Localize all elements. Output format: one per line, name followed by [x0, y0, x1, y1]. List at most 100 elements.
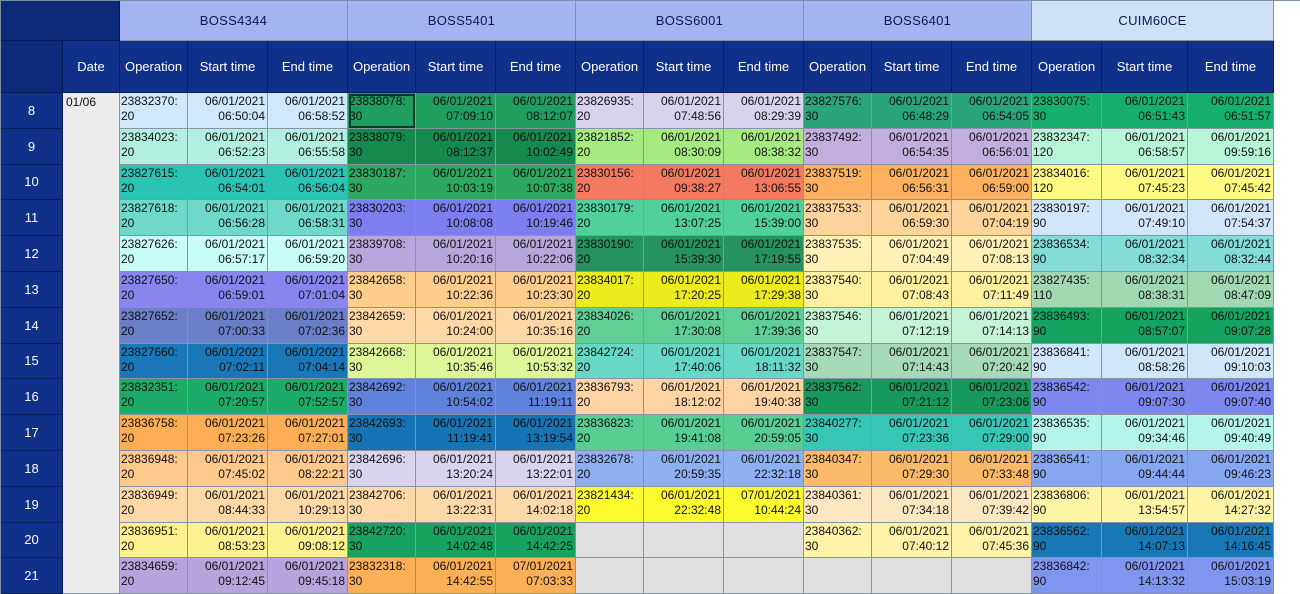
operation-column-header[interactable]: Operation — [1032, 41, 1102, 93]
end-time-cell[interactable]: 06/01/2021 14:42:25 — [496, 522, 576, 559]
end-time-cell[interactable]: 06/01/2021 10:02:49 — [496, 128, 576, 165]
start-time-cell[interactable]: 06/01/2021 18:12:02 — [644, 379, 724, 416]
end-time-cell[interactable]: 06/01/2021 07:20:42 — [952, 343, 1032, 380]
start-time-cell[interactable]: 06/01/2021 08:57:07 — [1102, 307, 1188, 344]
operation-cell[interactable]: 23830190: 20 — [576, 236, 644, 272]
hour-row-header[interactable]: 13 — [1, 271, 63, 308]
operation-cell[interactable]: 23842692: 30 — [348, 379, 416, 416]
end-time-cell[interactable]: 06/01/2021 10:29:13 — [268, 486, 348, 523]
operation-cell[interactable]: 23836806: 90 — [1032, 486, 1102, 523]
start-time-cell[interactable]: 06/01/2021 14:07:13 — [1102, 522, 1188, 559]
end-time-cell[interactable]: 06/01/2021 08:38:32 — [724, 128, 804, 165]
operation-cell[interactable]: 23838078: 30 — [348, 93, 416, 129]
end-time-cell[interactable]: 06/01/2021 09:46:23 — [1188, 450, 1274, 487]
end-time-cell[interactable]: 06/01/2021 10:23:30 — [496, 271, 576, 308]
start-time-cell[interactable]: 06/01/2021 08:12:37 — [416, 128, 496, 165]
end-time-cell[interactable]: 06/01/2021 07:27:01 — [268, 415, 348, 451]
hour-row-header[interactable]: 14 — [1, 307, 63, 344]
start-time-column-header[interactable]: Start time — [416, 41, 496, 93]
operation-cell[interactable]: 23834017: 20 — [576, 271, 644, 308]
empty-cell[interactable] — [872, 558, 952, 594]
operation-cell[interactable]: 23842706: 30 — [348, 486, 416, 523]
start-time-column-header[interactable]: Start time — [188, 41, 268, 93]
start-time-cell[interactable]: 06/01/2021 07:20:57 — [188, 379, 268, 416]
operation-cell[interactable]: 23842696: 30 — [348, 450, 416, 487]
date-column-header[interactable]: Date — [63, 41, 120, 93]
end-time-cell[interactable]: 06/01/2021 10:35:16 — [496, 307, 576, 344]
start-time-cell[interactable]: 06/01/2021 07:40:12 — [872, 522, 952, 559]
start-time-cell[interactable]: 06/01/2021 07:23:36 — [872, 415, 952, 451]
end-time-cell[interactable]: 06/01/2021 09:59:16 — [1188, 128, 1274, 165]
operation-cell[interactable]: 23842659: 30 — [348, 307, 416, 344]
end-time-cell[interactable]: 06/01/2021 09:07:40 — [1188, 379, 1274, 416]
end-time-cell[interactable]: 06/01/2021 07:14:13 — [952, 307, 1032, 344]
end-time-cell[interactable]: 06/01/2021 20:59:05 — [724, 415, 804, 451]
end-time-column-header[interactable]: End time — [724, 41, 804, 93]
end-time-cell[interactable]: 07/01/2021 10:44:24 — [724, 486, 804, 523]
start-time-cell[interactable]: 06/01/2021 17:20:25 — [644, 271, 724, 308]
start-time-cell[interactable]: 06/01/2021 07:04:49 — [872, 236, 952, 272]
end-time-cell[interactable]: 06/01/2021 07:54:37 — [1188, 200, 1274, 237]
operation-cell[interactable]: 23830156: 20 — [576, 164, 644, 201]
hour-row-header[interactable]: 16 — [1, 379, 63, 416]
end-time-cell[interactable]: 06/01/2021 14:02:18 — [496, 486, 576, 523]
operation-cell[interactable]: 23837492: 30 — [804, 128, 872, 165]
start-time-cell[interactable]: 06/01/2021 10:35:46 — [416, 343, 496, 380]
start-time-cell[interactable]: 06/01/2021 07:45:23 — [1102, 164, 1188, 201]
operation-cell[interactable]: 23827435: 110 — [1032, 271, 1102, 308]
operation-cell[interactable]: 23837546: 30 — [804, 307, 872, 344]
operation-cell[interactable]: 23832347: 120 — [1032, 128, 1102, 165]
start-time-cell[interactable]: 06/01/2021 10:08:08 — [416, 200, 496, 237]
start-time-cell[interactable]: 06/01/2021 07:00:33 — [188, 307, 268, 344]
end-time-cell[interactable]: 06/01/2021 08:12:07 — [496, 93, 576, 129]
end-time-cell[interactable]: 06/01/2021 07:29:00 — [952, 415, 1032, 451]
start-time-cell[interactable]: 06/01/2021 10:24:00 — [416, 307, 496, 344]
start-time-cell[interactable]: 06/01/2021 08:32:34 — [1102, 236, 1188, 272]
start-time-cell[interactable]: 06/01/2021 22:32:48 — [644, 486, 724, 523]
start-time-cell[interactable]: 06/01/2021 10:22:36 — [416, 271, 496, 308]
operation-cell[interactable]: 23836841: 90 — [1032, 343, 1102, 380]
start-time-cell[interactable]: 06/01/2021 14:42:55 — [416, 558, 496, 594]
start-time-cell[interactable]: 06/01/2021 07:08:43 — [872, 271, 952, 308]
operation-cell[interactable]: 23827618: 20 — [120, 200, 188, 237]
operation-cell[interactable]: 23827626: 20 — [120, 236, 188, 272]
start-time-cell[interactable]: 06/01/2021 07:14:43 — [872, 343, 952, 380]
start-time-cell[interactable]: 06/01/2021 06:54:35 — [872, 128, 952, 165]
equipment-header[interactable]: BOSS5401 — [348, 1, 576, 41]
end-time-cell[interactable]: 06/01/2021 17:29:38 — [724, 271, 804, 308]
operation-cell[interactable]: 23834026: 20 — [576, 307, 644, 344]
end-time-cell[interactable]: 06/01/2021 06:58:52 — [268, 93, 348, 129]
start-time-cell[interactable]: 06/01/2021 07:21:12 — [872, 379, 952, 416]
operation-cell[interactable]: 23839708: 30 — [348, 236, 416, 272]
operation-cell[interactable]: 23840347: 30 — [804, 450, 872, 487]
operation-cell[interactable]: 23837547: 30 — [804, 343, 872, 380]
end-time-cell[interactable]: 06/01/2021 07:08:13 — [952, 236, 1032, 272]
operation-cell[interactable]: 23836535: 90 — [1032, 415, 1102, 451]
end-time-cell[interactable]: 06/01/2021 07:11:49 — [952, 271, 1032, 308]
operation-cell[interactable]: 23842693: 30 — [348, 415, 416, 451]
hour-row-header[interactable]: 10 — [1, 164, 63, 201]
operation-cell[interactable]: 23832351: 20 — [120, 379, 188, 416]
operation-cell[interactable]: 23842720: 30 — [348, 522, 416, 559]
operation-cell[interactable]: 23837535: 30 — [804, 236, 872, 272]
start-time-cell[interactable]: 06/01/2021 06:56:28 — [188, 200, 268, 237]
hour-row-header[interactable]: 18 — [1, 450, 63, 487]
start-time-cell[interactable]: 06/01/2021 13:22:31 — [416, 486, 496, 523]
equipment-header[interactable]: BOSS4344 — [120, 1, 348, 41]
operation-cell[interactable]: 23827652: 20 — [120, 307, 188, 344]
end-time-cell[interactable]: 06/01/2021 08:47:09 — [1188, 271, 1274, 308]
operation-cell[interactable]: 23840277: 30 — [804, 415, 872, 451]
hour-row-header[interactable]: 9 — [1, 128, 63, 165]
start-time-cell[interactable]: 06/01/2021 09:34:46 — [1102, 415, 1188, 451]
operation-cell[interactable]: 23837540: 30 — [804, 271, 872, 308]
hour-row-header[interactable]: 20 — [1, 522, 63, 559]
end-time-cell[interactable]: 06/01/2021 07:23:06 — [952, 379, 1032, 416]
operation-cell[interactable]: 23836534: 90 — [1032, 236, 1102, 272]
end-time-cell[interactable]: 06/01/2021 06:58:31 — [268, 200, 348, 237]
end-time-cell[interactable]: 06/01/2021 07:45:42 — [1188, 164, 1274, 201]
end-time-cell[interactable]: 07/01/2021 07:03:33 — [496, 558, 576, 594]
operation-cell[interactable]: 23836842: 90 — [1032, 558, 1102, 594]
start-time-cell[interactable]: 06/01/2021 17:30:08 — [644, 307, 724, 344]
start-time-cell[interactable]: 06/01/2021 06:51:43 — [1102, 93, 1188, 129]
operation-cell[interactable]: 23827660: 20 — [120, 343, 188, 380]
